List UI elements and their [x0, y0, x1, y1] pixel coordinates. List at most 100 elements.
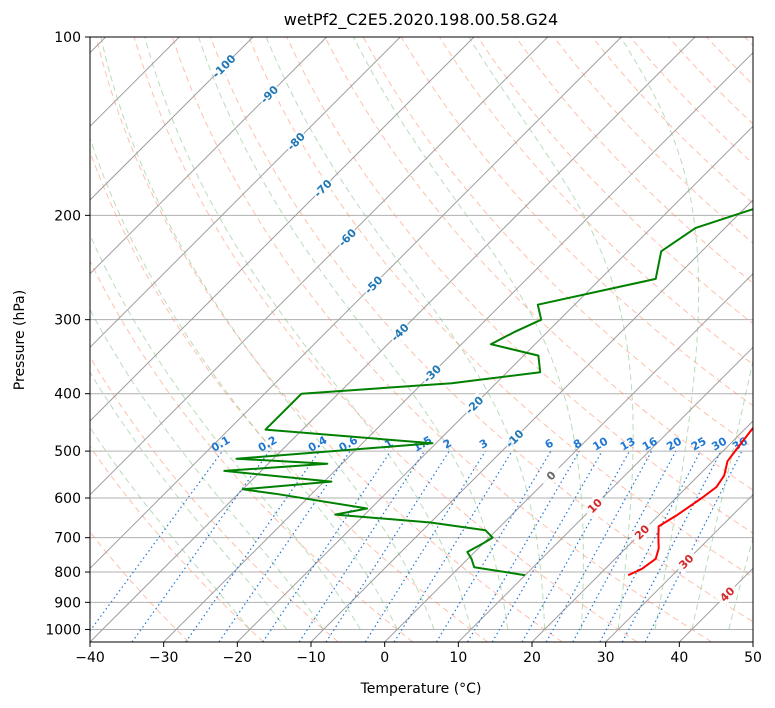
- x-tick-label: −20: [223, 650, 253, 666]
- moist-adiabat: [144, 37, 472, 630]
- isotherm-label-bg: [538, 462, 564, 489]
- isotherm-line: [384, 272, 753, 642]
- dewpoint-profile-line: [223, 208, 753, 577]
- dry-adiabat: [706, 37, 753, 86]
- dry-adiabat: [90, 259, 414, 642]
- moist-adiabat: [90, 136, 398, 630]
- mixing-ratio-line: [218, 450, 351, 642]
- moist-adiabat: [728, 536, 753, 630]
- y-tick-label: 900: [54, 595, 81, 611]
- isotherm-line: [531, 420, 753, 642]
- moist-adiabat: [90, 233, 361, 630]
- mixing-ratio-line: [644, 450, 743, 642]
- isotherm-label-bg: [211, 53, 237, 79]
- dry-adiabat: [438, 37, 753, 366]
- moist-adiabat: [691, 358, 753, 630]
- isotherm-label: -90: [258, 83, 281, 106]
- mixing-ratio-line: [435, 450, 552, 642]
- isotherm-line: [236, 125, 753, 642]
- mixing-ratio-label: 2: [441, 437, 454, 452]
- x-axis-ticks: −40 −30 −20 −10 0 10 20 30 40 50: [75, 642, 762, 666]
- dry-adiabat: [90, 150, 488, 642]
- x-tick-label: 0: [380, 650, 389, 666]
- x-tick-label: 40: [670, 650, 688, 666]
- isotherm-line: [90, 37, 475, 422]
- mixing-ratio-line: [325, 450, 450, 642]
- isotherm-label-bg: [461, 392, 488, 418]
- profiles: [223, 208, 753, 577]
- dry-adiabat: [90, 531, 190, 642]
- dry-adiabat: [95, 37, 563, 642]
- mixing-ratio-line: [298, 450, 425, 642]
- moist-adiabat: [620, 37, 700, 630]
- dry-adiabat: [90, 445, 264, 642]
- dry-adiabat: [591, 37, 753, 204]
- dry-adiabat: [286, 37, 753, 534]
- mixing-ratio-line: [131, 450, 270, 642]
- dry-adiabat: [171, 37, 712, 642]
- moist-adiabat: [265, 37, 546, 630]
- y-axis-ticks: 100 200 300 400 500 600 700 800 900 1000: [45, 30, 90, 638]
- isotherm-label-bg: [673, 548, 699, 575]
- y-tick-label: 1000: [45, 622, 81, 638]
- dry-adiabat: [133, 37, 638, 642]
- x-tick-label: 20: [523, 650, 541, 666]
- isotherm-label-bg: [360, 272, 387, 298]
- y-tick-label: 500: [54, 444, 81, 460]
- x-tick-label: −40: [75, 650, 105, 666]
- mixing-ratio-line: [599, 450, 702, 642]
- moist-adiabat: [353, 37, 584, 630]
- x-axis-label: Temperature (°C): [360, 681, 482, 697]
- y-tick-label: 200: [54, 208, 81, 224]
- dry-adiabat: [248, 37, 753, 578]
- moist-adiabat: [90, 371, 288, 630]
- moist-adiabat: [100, 37, 435, 630]
- mixing-ratio-label: 6: [543, 436, 556, 451]
- temperature-profile-line: [627, 426, 753, 577]
- mixing-ratio-line: [185, 450, 320, 642]
- isotherm-label-bg: [256, 81, 282, 108]
- mixing-ratio-line: [545, 450, 653, 642]
- y-tick-label: 100: [54, 30, 81, 46]
- isotherm-label: -80: [285, 130, 308, 153]
- mixing-ratio-line: [491, 450, 603, 642]
- isotherm-line: [457, 346, 753, 642]
- chart-title: wetPf2_C2E5.2020.198.00.58.G24: [284, 10, 558, 30]
- y-tick-label: 400: [54, 387, 81, 403]
- dry-adiabat: [210, 37, 753, 623]
- isotherm-line: [90, 37, 622, 570]
- isotherm-label-bg: [310, 175, 336, 201]
- moist-adiabat: [90, 426, 251, 630]
- isotherm-label-bg: [334, 224, 360, 251]
- moist-adiabat: [198, 37, 509, 630]
- y-tick-label: 600: [54, 491, 81, 507]
- isotherm-line: [90, 37, 401, 349]
- isotherm-label: -100: [210, 52, 239, 81]
- isotherm-line: [90, 37, 549, 496]
- isotherm-labels: 0.10.20.40.611.52346810131620253036-100-…: [209, 52, 750, 607]
- mixing-ratio-line: [466, 450, 580, 642]
- dry-adiabat: [324, 37, 753, 491]
- moist-adiabat: [90, 308, 324, 630]
- isotherm-label-bg: [501, 425, 528, 452]
- mixing-ratio-line: [262, 450, 392, 642]
- dry-adiabat: [668, 37, 753, 125]
- isotherm-line: [163, 51, 753, 642]
- x-tick-label: −10: [296, 650, 326, 666]
- isotherm-label-bg: [714, 581, 740, 607]
- x-tick-label: 30: [597, 650, 615, 666]
- isotherm-line: [678, 567, 753, 642]
- y-tick-label: 700: [54, 531, 81, 547]
- y-tick-label: 300: [54, 313, 81, 329]
- mixing-ratio-label: 3: [477, 437, 490, 452]
- dry-adiabat: [90, 356, 339, 642]
- dry-adiabat: [515, 37, 753, 284]
- isotherm-label-bg: [581, 492, 608, 519]
- isotherm-line: [310, 199, 753, 642]
- isotherm-line: [605, 493, 753, 642]
- moist-adiabat: [468, 37, 634, 630]
- plot-frame: [89, 36, 754, 643]
- isotherm-line: [90, 37, 254, 201]
- mixing-ratio-line: [364, 450, 486, 642]
- dry-adiabat: [553, 37, 753, 244]
